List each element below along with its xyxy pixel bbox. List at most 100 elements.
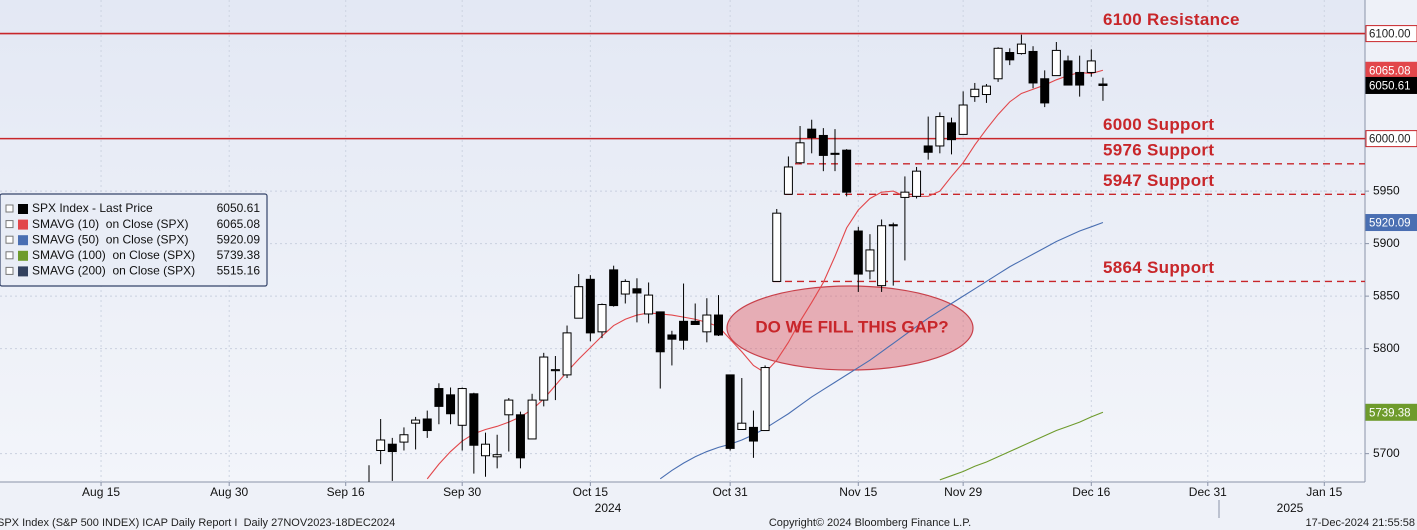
y-tick-label: 5850 <box>1373 288 1400 302</box>
x-tick-label: Aug 30 <box>210 485 248 499</box>
x-tick-label: Nov 29 <box>944 485 982 499</box>
candle-body <box>1075 71 1085 86</box>
candle-body <box>702 314 712 333</box>
price-tag-label: 5920.09 <box>1369 218 1411 230</box>
candle-body <box>515 414 525 459</box>
candle-body <box>935 116 945 147</box>
candle-body <box>842 149 852 193</box>
candle-body <box>993 47 1003 80</box>
candle-body <box>725 374 735 449</box>
candle-body <box>481 443 490 457</box>
candle-body <box>714 314 723 336</box>
candle-body <box>387 443 397 453</box>
legend-value: 6065.08 <box>217 217 261 231</box>
candle-body <box>795 142 805 164</box>
candle-body <box>1040 78 1050 104</box>
ma-line <box>939 411 1104 481</box>
candle-body <box>807 128 817 139</box>
x-tick-label: Oct 15 <box>573 485 609 499</box>
footer-source: SPX Index (S&P 500 INDEX) ICAP Daily Rep… <box>0 517 395 529</box>
price-tag <box>1365 25 1417 43</box>
candle-body <box>748 426 758 442</box>
candle-body <box>679 320 689 341</box>
price-tag <box>1365 403 1417 421</box>
price-tag-label: 6000.00 <box>1369 134 1411 146</box>
candle-body <box>1098 83 1108 86</box>
candle-body <box>912 170 922 197</box>
legend: SPX Index - Last Price 6050.61 SMAVG (10) … <box>0 193 268 287</box>
candle-body <box>527 399 537 440</box>
legend-box <box>0 193 268 287</box>
candle-body <box>783 166 793 195</box>
legend-label: SMAVG (10) on Close (SPX) <box>32 217 189 231</box>
y-tick-label: 5700 <box>1373 446 1400 460</box>
candle-body <box>492 454 502 458</box>
level-label: 6000 Support <box>1103 115 1214 134</box>
level-label: 6100 Resistance <box>1103 10 1240 29</box>
candle-body <box>900 191 910 198</box>
legend-swatch <box>18 250 28 261</box>
legend-value: 5739.38 <box>217 248 261 262</box>
legend-toggle <box>5 251 14 260</box>
candle-body <box>585 278 595 334</box>
gap-annotation: DO WE FILL THIS GAP? <box>755 317 948 336</box>
x-tick-label: Dec 31 <box>1189 485 1227 499</box>
candle-body <box>411 419 421 424</box>
candle-body <box>422 418 432 432</box>
candle-body <box>888 224 898 227</box>
candle-body <box>865 249 875 272</box>
y-tick-label: 5900 <box>1373 236 1400 250</box>
x-tick-label: Dec 16 <box>1072 485 1110 499</box>
price-tag-label: 6065.08 <box>1369 65 1411 77</box>
candle-body <box>550 369 560 372</box>
candle-body <box>1016 43 1026 55</box>
legend-label: SMAVG (200) on Close (SPX) <box>32 264 195 278</box>
x-tick-label: Nov 15 <box>839 485 877 499</box>
candle-body <box>562 332 572 376</box>
candle-body <box>772 212 782 282</box>
candle-body <box>1028 50 1038 84</box>
candle-body <box>947 122 956 141</box>
candle-body <box>877 225 887 287</box>
candle-body <box>1063 60 1073 86</box>
legend-swatch <box>18 204 28 214</box>
price-tag-label: 6100.00 <box>1369 29 1411 41</box>
gap-ellipse <box>726 285 974 371</box>
candle-body <box>399 434 409 443</box>
x-axis-background <box>0 482 1417 530</box>
price-tag <box>1365 76 1417 94</box>
price-tag <box>1365 130 1417 148</box>
x-tick-label: Jan 15 <box>1306 485 1342 499</box>
level-label: 5976 Support <box>1103 140 1214 159</box>
candle-body <box>760 367 770 432</box>
candle-body <box>434 388 444 407</box>
candle-body <box>457 388 467 426</box>
price-tag <box>1365 214 1417 232</box>
candle-body <box>632 288 642 294</box>
y-tick-label: 5800 <box>1373 341 1400 355</box>
legend-toggle <box>5 235 14 244</box>
candle-body <box>667 334 677 340</box>
level-label: 5947 Support <box>1103 171 1214 190</box>
candle-body <box>609 269 619 307</box>
candle-body <box>446 394 456 415</box>
candle-body <box>690 320 700 325</box>
legend-label: SPX Index - Last Price <box>32 201 153 215</box>
legend-toggle <box>5 266 14 275</box>
price-tag-label: 6050.61 <box>1369 80 1411 92</box>
legend-label: SMAVG (100) on Close (SPX) <box>32 248 195 262</box>
legend-swatch <box>18 235 28 246</box>
candle-body <box>1086 60 1096 73</box>
legend-value: 5920.09 <box>217 232 261 246</box>
candle-body <box>469 393 479 446</box>
legend-value: 6050.61 <box>217 201 261 215</box>
candle-body <box>1005 52 1015 61</box>
legend-swatch <box>18 219 28 230</box>
legend-label: SMAVG (50) on Close (SPX) <box>32 232 189 246</box>
candle-body <box>574 286 584 319</box>
candle-body <box>504 399 514 416</box>
candle-body <box>981 85 991 96</box>
candle-body <box>655 311 665 353</box>
x-tick-label: Aug 15 <box>82 485 120 499</box>
year-label: 2024 <box>595 501 622 515</box>
